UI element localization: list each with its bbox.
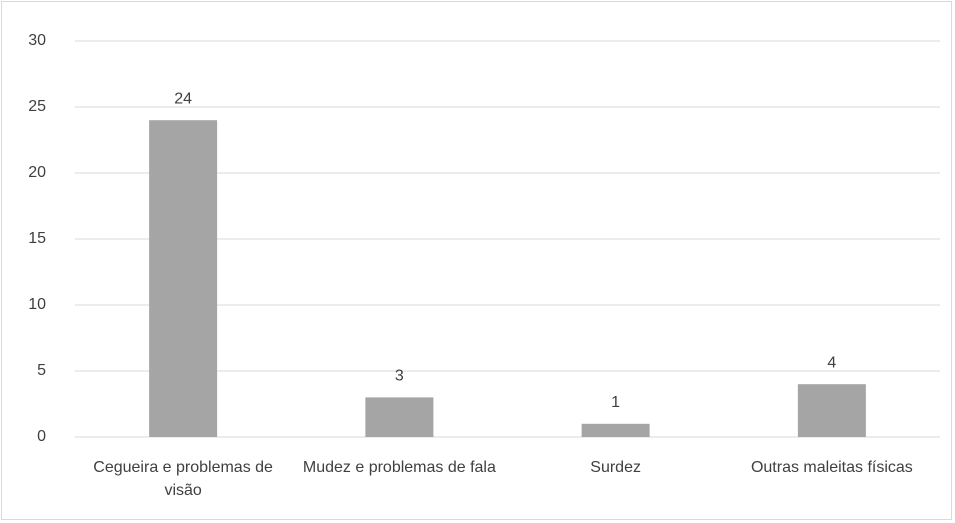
x-tick-label: Mudez e problemas de fala (302, 459, 496, 476)
x-tick-label: Surdez (590, 459, 641, 476)
bar (581, 423, 650, 437)
data-label: 3 (395, 368, 404, 385)
y-tick-label: 15 (28, 230, 46, 247)
y-tick-label: 10 (28, 296, 46, 313)
y-tick-label: 30 (28, 32, 46, 49)
bar (797, 384, 866, 437)
x-tick-label: Outras maleitas físicas (750, 459, 913, 476)
data-label: 4 (827, 354, 836, 371)
y-tick-label: 0 (37, 428, 46, 445)
x-tick-label: Cegueira e problemas de visão (93, 459, 273, 499)
y-tick-label: 5 (37, 362, 46, 379)
y-tick-label: 25 (28, 98, 46, 115)
bar (149, 120, 218, 437)
data-label: 1 (611, 394, 620, 411)
y-tick-label: 20 (28, 164, 46, 181)
data-label: 24 (174, 90, 192, 107)
bar (365, 397, 434, 437)
